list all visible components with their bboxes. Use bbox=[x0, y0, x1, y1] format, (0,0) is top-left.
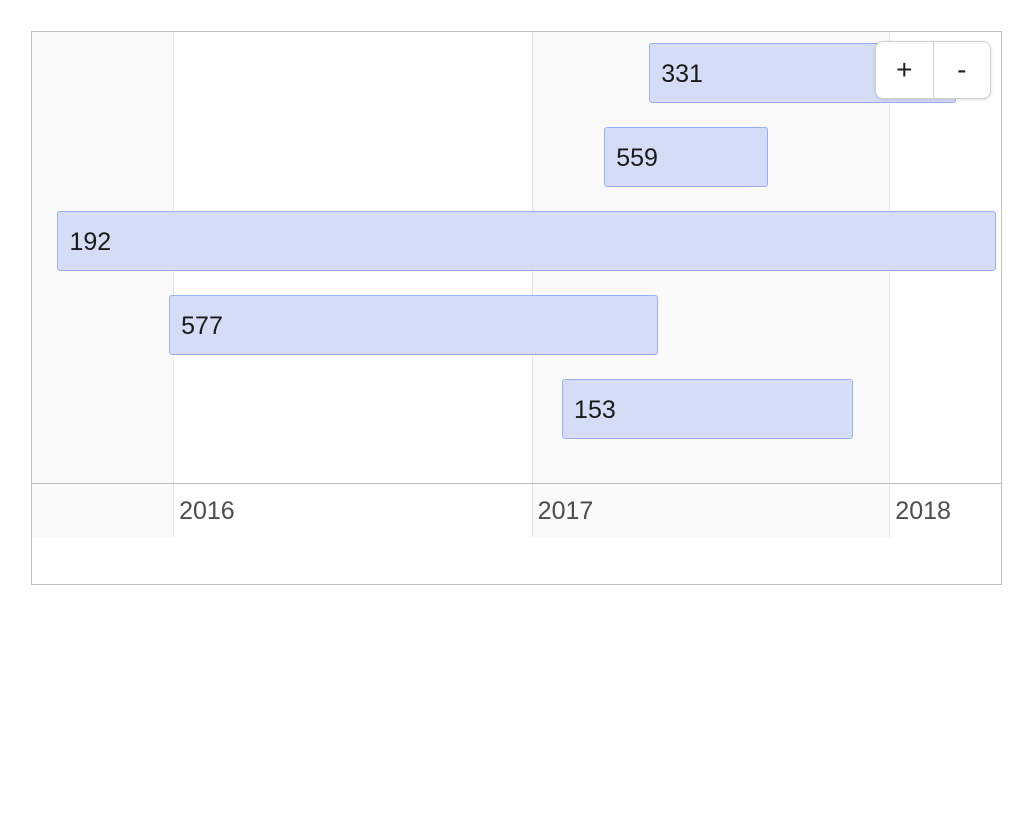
timeline-item[interactable]: 153 bbox=[562, 379, 854, 439]
timeline-panel[interactable]: 2016 2017 2018 331 559 192 577 153 bbox=[32, 32, 1001, 537]
timeline-item[interactable]: 559 bbox=[604, 127, 768, 187]
x-gridline bbox=[173, 32, 175, 537]
x-gridline bbox=[889, 32, 891, 537]
year-band bbox=[889, 32, 1001, 537]
timeline-item-label: 192 bbox=[69, 228, 112, 256]
x-tick-label: 2016 bbox=[179, 497, 235, 525]
zoom-out-button[interactable]: - bbox=[957, 54, 967, 85]
zoom-in-button[interactable]: + bbox=[876, 42, 934, 98]
timeline-item[interactable]: 192 bbox=[57, 211, 997, 271]
timeline-item-label: 559 bbox=[616, 144, 658, 172]
timeline-item-label: 577 bbox=[181, 312, 223, 340]
x-gridline bbox=[531, 32, 533, 537]
year-band bbox=[173, 32, 532, 537]
year-band bbox=[531, 32, 890, 537]
x-tick-label: 2018 bbox=[895, 497, 951, 525]
timeline-item[interactable]: 577 bbox=[169, 295, 659, 355]
timeline-item-label: 331 bbox=[661, 60, 703, 88]
x-tick-label: 2017 bbox=[537, 497, 594, 525]
year-band bbox=[32, 32, 174, 537]
zoom-controls: + - bbox=[875, 41, 991, 99]
x-axis-line bbox=[32, 483, 1001, 484]
timeline-item-label: 153 bbox=[574, 396, 616, 424]
timeline-chart[interactable]: 2016 2017 2018 331 559 192 577 153 + - bbox=[31, 31, 1002, 585]
